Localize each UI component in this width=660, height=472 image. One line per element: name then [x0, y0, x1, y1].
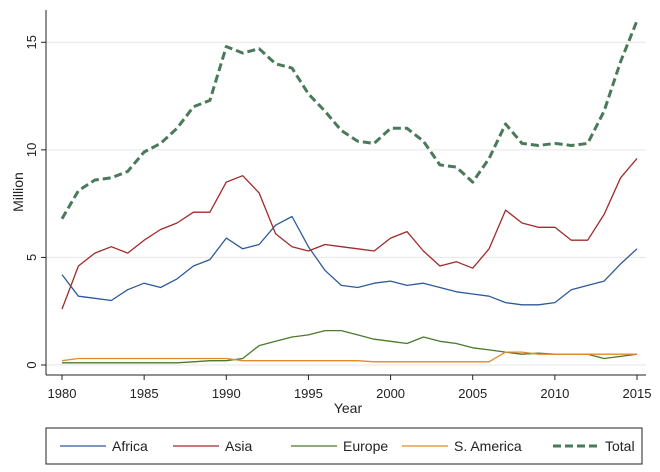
y-tick-label: 0 [24, 361, 39, 368]
legend-box [45, 427, 643, 465]
legend-label-total: Total [605, 438, 635, 454]
y-tick-label: 5 [24, 254, 39, 261]
x-tick-label: 2015 [623, 386, 652, 401]
y-axis-title: Million [10, 172, 26, 212]
x-tick-label: 1995 [294, 386, 323, 401]
series-line-total [60, 20, 639, 220]
x-tick-label: 1980 [48, 386, 77, 401]
series-line-africa [61, 215, 638, 306]
plot-area [46, 10, 646, 375]
x-tick-label: 2010 [540, 386, 569, 401]
series-line-asia [61, 158, 638, 310]
series [60, 20, 639, 364]
legend: Africa Asia Europe S. America Total [60, 438, 635, 454]
legend-label-europe: Europe [343, 438, 388, 454]
x-axis-title: Year [334, 400, 363, 416]
series-line-europe [62, 329, 638, 364]
y-tick-label: 10 [24, 143, 39, 157]
x-tick-label: 2000 [376, 386, 405, 401]
legend-label-s-america: S. America [454, 438, 522, 454]
x-tick-label: 1985 [130, 386, 159, 401]
legend-label-asia: Asia [225, 438, 252, 454]
x-tick-label: 1990 [212, 386, 241, 401]
ticks: 0 5 10 15 1980 1985 1990 1995 2000 2005 2010 2015 [24, 35, 651, 401]
axes [45, 10, 646, 376]
x-tick-label: 2005 [458, 386, 487, 401]
y-tick-label: 15 [24, 35, 39, 49]
legend-label-africa: Africa [112, 438, 148, 454]
series-line-s-america [61, 351, 637, 363]
